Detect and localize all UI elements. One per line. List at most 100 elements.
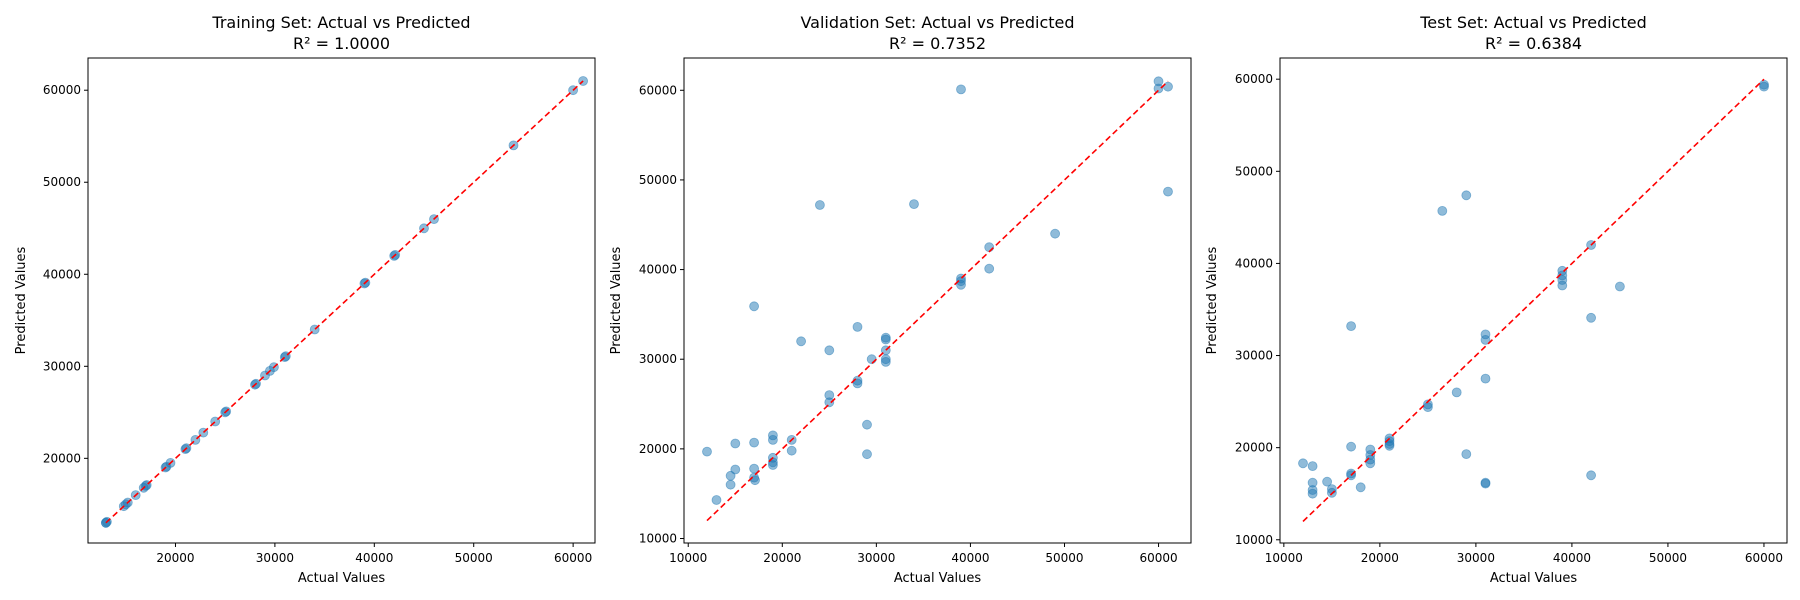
axes-frame: [683, 57, 1192, 544]
x-tick-label: 10000: [1265, 551, 1303, 565]
data-point: [909, 199, 919, 210]
data-point: [1461, 190, 1472, 201]
data-point: [1480, 334, 1491, 345]
reference-line: [706, 80, 1169, 522]
data-point: [880, 334, 891, 345]
data-point: [852, 321, 863, 332]
y-tick-label: 40000: [43, 267, 81, 281]
x-axis-label: Actual Values: [894, 571, 982, 586]
y-tick-label: 30000: [639, 352, 677, 366]
data-point: [1050, 228, 1060, 239]
data-point: [862, 449, 872, 460]
y-tick-label: 60000: [43, 83, 81, 97]
data-point: [1163, 186, 1173, 197]
plot-area: 10000 20000 30000 40000 50000 60000 10000 20000…: [639, 57, 1192, 565]
data-point: [725, 479, 736, 490]
data-point: [1437, 205, 1448, 216]
y-tick-label: 20000: [1235, 441, 1273, 455]
data-point: [852, 378, 863, 389]
data-point: [1586, 312, 1596, 323]
data-point: [1346, 441, 1356, 452]
y-tick-label: 40000: [1235, 256, 1273, 270]
data-point: [1423, 402, 1433, 413]
panel-training: Training Set: Actual vs Predicted R² = 1…: [14, 13, 596, 586]
y-tick-label: 10000: [1235, 533, 1273, 547]
axes-frame: [87, 57, 596, 544]
data-point: [1480, 478, 1491, 489]
x-tick-label: 60000: [1745, 551, 1783, 565]
x-tick-label: 40000: [355, 551, 393, 565]
data-point: [786, 445, 797, 456]
data-point: [1355, 482, 1366, 493]
y-tick-label: 50000: [639, 173, 677, 187]
data-point: [984, 263, 995, 274]
x-tick-label: 40000: [1553, 551, 1591, 565]
y-tick-label: 60000: [1235, 72, 1273, 86]
data-point: [768, 460, 778, 470]
y-tick-label: 50000: [43, 175, 81, 189]
x-tick-label: 30000: [256, 551, 294, 565]
y-tick-label: 20000: [43, 451, 81, 465]
x-tick-label: 10000: [669, 551, 707, 565]
data-point: [984, 242, 995, 253]
x-axis-label: Actual Values: [298, 571, 386, 586]
panel-title: Test Set: Actual vs Predicted: [1419, 13, 1647, 32]
y-tick-label: 20000: [639, 442, 677, 456]
data-point: [862, 419, 872, 430]
x-axis-label: Actual Values: [1490, 571, 1578, 586]
data-point: [1461, 449, 1472, 460]
data-point: [768, 434, 778, 445]
data-point: [1307, 461, 1318, 472]
panel-test: Test Set: Actual vs Predicted R² = 0.638…: [1205, 13, 1788, 586]
data-point: [815, 200, 825, 210]
data-point: [1153, 83, 1164, 94]
y-axis-label: Predicted Values: [609, 246, 624, 354]
plot-area: 10000 20000 30000 40000 50000 60000 10000 20000…: [1235, 57, 1788, 565]
x-tick-label: 50000: [1045, 551, 1083, 565]
data-point: [702, 446, 712, 457]
x-tick-label: 20000: [1361, 551, 1399, 565]
data-point: [1365, 458, 1376, 469]
y-tick-label: 10000: [639, 532, 677, 546]
data-point: [956, 279, 966, 290]
data-point: [1759, 81, 1769, 92]
plot-area: 20000 30000 40000 50000 60000 20000 30000 40000…: [43, 57, 596, 565]
data-point: [1586, 470, 1596, 481]
panel-subtitle: R² = 1.0000: [293, 34, 390, 53]
data-point: [749, 301, 759, 312]
x-tick-label: 20000: [156, 551, 194, 565]
data-point: [880, 356, 891, 367]
x-tick-label: 40000: [951, 551, 989, 565]
reference-line: [105, 80, 584, 524]
data-point: [1384, 440, 1395, 451]
data-point: [1307, 488, 1318, 499]
x-tick-label: 50000: [1649, 551, 1687, 565]
data-point: [1480, 373, 1491, 384]
data-point: [749, 437, 759, 448]
data-point: [1451, 387, 1462, 398]
y-tick-label: 40000: [639, 263, 677, 277]
x-tick-label: 50000: [455, 551, 493, 565]
data-point: [1298, 458, 1308, 469]
data-point: [956, 84, 966, 95]
data-point: [1557, 280, 1568, 291]
panel-title: Validation Set: Actual vs Predicted: [800, 13, 1074, 32]
data-point: [1615, 281, 1625, 292]
y-tick-label: 30000: [43, 359, 81, 373]
y-tick-label: 30000: [1235, 349, 1273, 363]
data-point: [711, 495, 722, 505]
x-tick-label: 30000: [857, 551, 895, 565]
data-point: [824, 397, 835, 408]
axes-frame: [1279, 57, 1788, 544]
x-tick-label: 60000: [1139, 551, 1177, 565]
panel-validation: Validation Set: Actual vs Predicted R² =…: [609, 13, 1192, 586]
data-point: [730, 438, 741, 449]
data-point: [1322, 476, 1332, 487]
data-point: [1346, 321, 1356, 332]
panel-subtitle: R² = 0.7352: [889, 34, 986, 53]
panel-subtitle: R² = 0.6384: [1485, 34, 1582, 53]
y-axis-label: Predicted Values: [14, 246, 29, 354]
y-tick-label: 50000: [1235, 164, 1273, 178]
y-tick-label: 60000: [639, 83, 677, 97]
